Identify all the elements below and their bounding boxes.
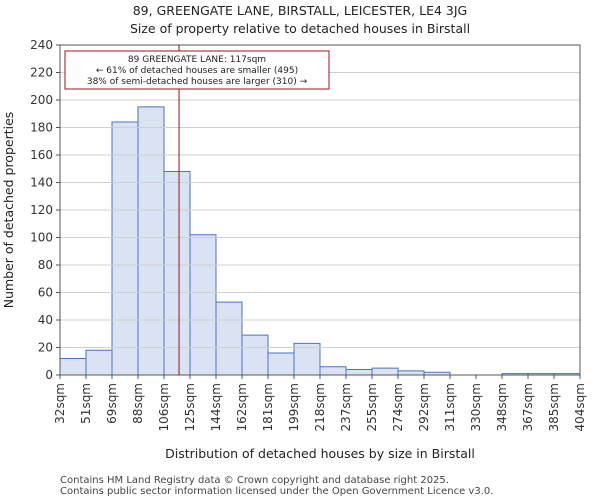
x-tick-label: 367sqm — [521, 383, 535, 431]
histogram-bar — [319, 366, 347, 376]
annotation-line-2: ← 61% of detached houses are smaller (49… — [96, 66, 298, 76]
x-tick-label: 199sqm — [287, 383, 301, 431]
plot-frame — [59, 44, 581, 376]
y-tick-label: 240 — [30, 38, 53, 52]
histogram-bar — [137, 106, 165, 376]
y-tick-label: 120 — [30, 203, 53, 217]
histogram-bar — [163, 171, 191, 376]
footer-line-2: Contains public sector information licen… — [60, 486, 493, 497]
x-tick-label: 88sqm — [131, 383, 145, 424]
x-tick-label: 255sqm — [365, 383, 379, 431]
y-tick-label: 220 — [30, 66, 53, 80]
y-tick-label: 180 — [30, 121, 53, 135]
x-tick-label: 162sqm — [235, 383, 249, 431]
x-tick-label: 106sqm — [157, 383, 171, 431]
x-tick-label: 237sqm — [339, 383, 353, 431]
annotation-box: 89 GREENGATE LANE: 117sqm ← 61% of detac… — [64, 50, 330, 90]
annotation-line-1: 89 GREENGATE LANE: 117sqm — [128, 55, 266, 65]
x-tick-label: 348sqm — [495, 383, 509, 431]
x-tick-label: 311sqm — [443, 383, 457, 431]
y-tick-label: 0 — [45, 368, 53, 382]
y-tick-label: 160 — [30, 148, 53, 162]
histogram-bar — [293, 342, 321, 376]
y-tick-label: 20 — [38, 341, 53, 355]
chart-title: 89, GREENGATE LANE, BIRSTALL, LEICESTER,… — [133, 3, 468, 18]
x-tick-label: 181sqm — [261, 383, 275, 431]
x-tick-label: 330sqm — [469, 383, 483, 431]
histogram-bar — [189, 234, 217, 376]
histogram-bar — [85, 349, 113, 376]
y-tick-label: 60 — [38, 286, 53, 300]
y-tick-label: 100 — [30, 231, 53, 245]
histogram-bar — [345, 369, 373, 376]
x-tick-label: 69sqm — [105, 383, 119, 424]
x-tick-label: 218sqm — [313, 383, 327, 431]
x-tick-label: 51sqm — [79, 383, 93, 424]
histogram-bar — [267, 352, 295, 376]
x-axis: 32sqm 51sqm 69sqm 88sqm 106sqm 125sqm 144sqm 16… — [53, 375, 587, 431]
footer-line-1: Contains HM Land Registry data © Crown c… — [60, 475, 449, 486]
y-tick-label: 140 — [30, 176, 53, 190]
y-tick-label: 80 — [38, 258, 53, 272]
x-tick-label: 32sqm — [53, 383, 67, 424]
x-tick-label: 125sqm — [183, 383, 197, 431]
y-axis: 0 20 40 60 80 100 120 140 160 180 200 220 240 — [30, 38, 580, 382]
annotation-line-3: 38% of semi-detached houses are larger (… — [87, 77, 308, 87]
bars-group — [59, 106, 581, 376]
x-axis-label: Distribution of detached houses by size … — [165, 446, 475, 461]
y-tick-label: 40 — [38, 313, 53, 327]
histogram-bar — [397, 370, 425, 376]
histogram-bar — [241, 334, 269, 376]
chart-subtitle: Size of property relative to detached ho… — [130, 21, 470, 36]
y-axis-label: Number of detached properties — [1, 112, 16, 309]
annotation-frame — [64, 50, 330, 90]
histogram-bar — [111, 121, 139, 376]
histogram-bar — [371, 367, 399, 376]
histogram-bar — [215, 301, 243, 376]
x-tick-label: 144sqm — [209, 383, 223, 431]
x-tick-label: 274sqm — [391, 383, 405, 431]
histogram-bar — [59, 358, 87, 376]
x-tick-label: 404sqm — [573, 383, 587, 431]
y-tick-label: 200 — [30, 93, 53, 107]
x-tick-label: 385sqm — [547, 383, 561, 431]
x-tick-label: 292sqm — [417, 383, 431, 431]
